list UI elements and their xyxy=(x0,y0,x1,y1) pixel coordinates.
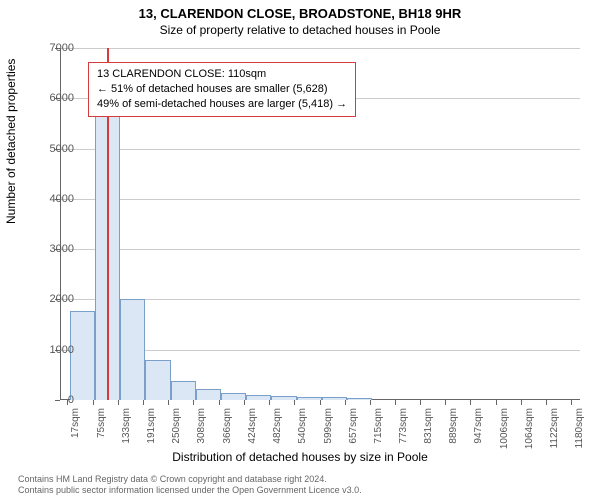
grid-line xyxy=(60,249,580,250)
y-axis-title: Number of detached properties xyxy=(4,59,18,224)
x-tick-mark xyxy=(244,400,245,405)
x-tick-mark xyxy=(219,400,220,405)
y-tick-label: 1000 xyxy=(24,344,74,356)
x-tick-label: 657sqm xyxy=(348,408,359,468)
grid-line xyxy=(60,199,580,200)
x-tick-mark xyxy=(470,400,471,405)
info-box-line: 49% of semi-detached houses are larger (… xyxy=(97,97,347,112)
info-box-line: ← 51% of detached houses are smaller (5,… xyxy=(97,82,347,97)
histogram-bar xyxy=(246,395,271,400)
histogram-bar xyxy=(145,360,171,400)
chart-container: 13, CLARENDON CLOSE, BROADSTONE, BH18 9H… xyxy=(0,0,600,500)
grid-line xyxy=(60,48,580,49)
x-tick-mark xyxy=(143,400,144,405)
x-tick-label: 250sqm xyxy=(171,408,182,468)
x-tick-label: 773sqm xyxy=(398,408,409,468)
footer-attribution: Contains HM Land Registry data © Crown c… xyxy=(18,474,362,497)
x-tick-label: 889sqm xyxy=(448,408,459,468)
x-tick-mark xyxy=(521,400,522,405)
x-tick-mark xyxy=(294,400,295,405)
chart-title-sub: Size of property relative to detached ho… xyxy=(0,21,600,37)
y-tick-label: 0 xyxy=(24,394,74,406)
x-tick-mark xyxy=(118,400,119,405)
x-tick-label: 1122sqm xyxy=(549,408,560,468)
histogram-bar xyxy=(221,393,246,400)
x-tick-label: 424sqm xyxy=(247,408,258,468)
x-tick-label: 947sqm xyxy=(473,408,484,468)
x-tick-mark xyxy=(269,400,270,405)
x-tick-mark xyxy=(168,400,169,405)
y-tick-label: 6000 xyxy=(24,92,74,104)
footer-line-1: Contains HM Land Registry data © Crown c… xyxy=(18,474,362,485)
x-tick-label: 308sqm xyxy=(196,408,207,468)
histogram-bar xyxy=(322,397,347,400)
x-tick-label: 1180sqm xyxy=(574,408,585,468)
y-tick-label: 5000 xyxy=(24,143,74,155)
chart-title-main: 13, CLARENDON CLOSE, BROADSTONE, BH18 9H… xyxy=(0,0,600,21)
histogram-bar xyxy=(196,389,221,400)
histogram-bar xyxy=(347,398,372,401)
histogram-bar xyxy=(171,381,196,400)
x-tick-label: 191sqm xyxy=(146,408,157,468)
y-tick-label: 3000 xyxy=(24,243,74,255)
x-tick-mark xyxy=(496,400,497,405)
x-tick-label: 133sqm xyxy=(121,408,132,468)
y-tick-label: 2000 xyxy=(24,293,74,305)
histogram-bar xyxy=(297,397,323,400)
x-tick-mark xyxy=(571,400,572,405)
x-tick-label: 599sqm xyxy=(323,408,334,468)
grid-line xyxy=(60,149,580,150)
histogram-bar xyxy=(271,396,296,400)
y-tick-label: 7000 xyxy=(24,42,74,54)
x-tick-mark xyxy=(546,400,547,405)
y-tick-label: 4000 xyxy=(24,193,74,205)
x-tick-label: 75sqm xyxy=(96,408,107,468)
x-tick-label: 540sqm xyxy=(297,408,308,468)
x-tick-label: 1064sqm xyxy=(524,408,535,468)
x-tick-label: 366sqm xyxy=(222,408,233,468)
x-tick-label: 831sqm xyxy=(423,408,434,468)
x-tick-label: 715sqm xyxy=(373,408,384,468)
info-box: 13 CLARENDON CLOSE: 110sqm← 51% of detac… xyxy=(88,62,356,117)
x-tick-mark xyxy=(193,400,194,405)
footer-line-2: Contains public sector information licen… xyxy=(18,485,362,496)
x-tick-mark xyxy=(395,400,396,405)
x-tick-mark xyxy=(345,400,346,405)
histogram-bar xyxy=(120,299,145,400)
x-tick-label: 1006sqm xyxy=(499,408,510,468)
x-tick-mark xyxy=(320,400,321,405)
x-tick-mark xyxy=(445,400,446,405)
x-tick-mark xyxy=(370,400,371,405)
x-tick-mark xyxy=(420,400,421,405)
x-tick-label: 17sqm xyxy=(70,408,81,468)
x-tick-mark xyxy=(93,400,94,405)
info-box-line: 13 CLARENDON CLOSE: 110sqm xyxy=(97,67,347,82)
x-tick-label: 482sqm xyxy=(272,408,283,468)
